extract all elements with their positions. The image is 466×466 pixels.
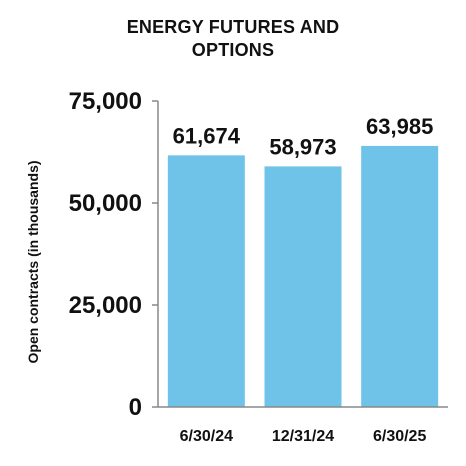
axes [157,101,448,408]
bar-value-label: 63,985 [366,114,433,139]
y-tick-label: 0 [129,394,142,421]
chart-title: ENERGY FUTURES AND OPTIONS [126,17,340,60]
x-category-label: 6/30/25 [373,428,426,445]
category-labels: 6/30/24 12/31/24 6/30/25 [180,428,427,445]
y-axis-title: Open contracts (in thousands) [25,160,41,363]
data-labels: 61,674 58,973 63,985 [173,114,434,159]
bar [167,155,245,407]
bar [361,145,439,407]
bar-value-label: 58,973 [269,134,336,159]
bar-value-label: 61,674 [173,123,241,148]
x-category-label: 6/30/24 [180,428,233,445]
bar [264,166,342,407]
y-axis-ticks: 0 25,000 50,000 75,000 [69,88,158,421]
y-axis-title-group: Open contracts (in thousands) [25,160,41,363]
y-tick-label: 75,000 [69,88,142,115]
x-category-label: 12/31/24 [272,428,334,445]
y-tick-label: 25,000 [69,292,142,319]
y-tick-label: 50,000 [69,190,142,217]
bars [167,145,439,407]
